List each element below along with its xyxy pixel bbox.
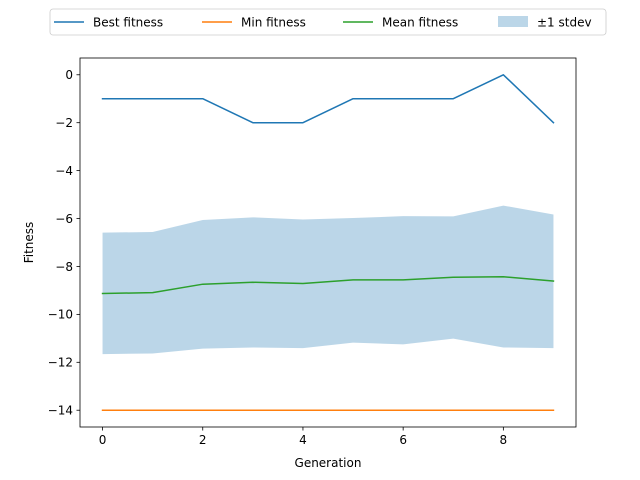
y-tick-label: 0 <box>65 68 73 82</box>
plot-area <box>101 74 555 411</box>
x-tick-label: 4 <box>299 433 307 447</box>
y-tick-label: −14 <box>48 404 73 418</box>
legend-frame <box>49 8 607 36</box>
legend: Best fitness Min fitness Mean fitness ±1… <box>49 8 607 36</box>
y-tick-label: −10 <box>48 308 73 322</box>
y-tick-label: −8 <box>55 260 73 274</box>
legend-stdev-label: ±1 stdev <box>537 16 592 30</box>
x-tick-label: 2 <box>199 433 207 447</box>
best-fitness-line <box>101 74 555 124</box>
x-axis-label: Generation <box>295 456 362 470</box>
x-axis: 0 2 4 6 8 <box>99 427 507 447</box>
y-tick-label: −12 <box>48 356 73 370</box>
mean-fitness-line <box>101 276 555 295</box>
y-tick-label: −6 <box>55 212 73 226</box>
stdev-band <box>102 205 554 355</box>
x-tick-label: 6 <box>399 433 407 447</box>
y-tick-label: −2 <box>55 116 73 130</box>
y-axis: 0 −2 −4 −6 −8 −10 −12 −14 <box>48 68 80 418</box>
legend-mean-fitness-label: Mean fitness <box>382 16 458 30</box>
legend-best-fitness-label: Best fitness <box>93 16 163 30</box>
axes-frame <box>79 57 577 428</box>
y-tick-label: −4 <box>55 164 73 178</box>
x-tick-label: 0 <box>99 433 107 447</box>
x-tick-label: 8 <box>500 433 508 447</box>
legend-stdev-swatch <box>498 16 528 27</box>
legend-min-fitness-label: Min fitness <box>241 16 306 30</box>
y-axis-label: Fitness <box>22 222 36 264</box>
